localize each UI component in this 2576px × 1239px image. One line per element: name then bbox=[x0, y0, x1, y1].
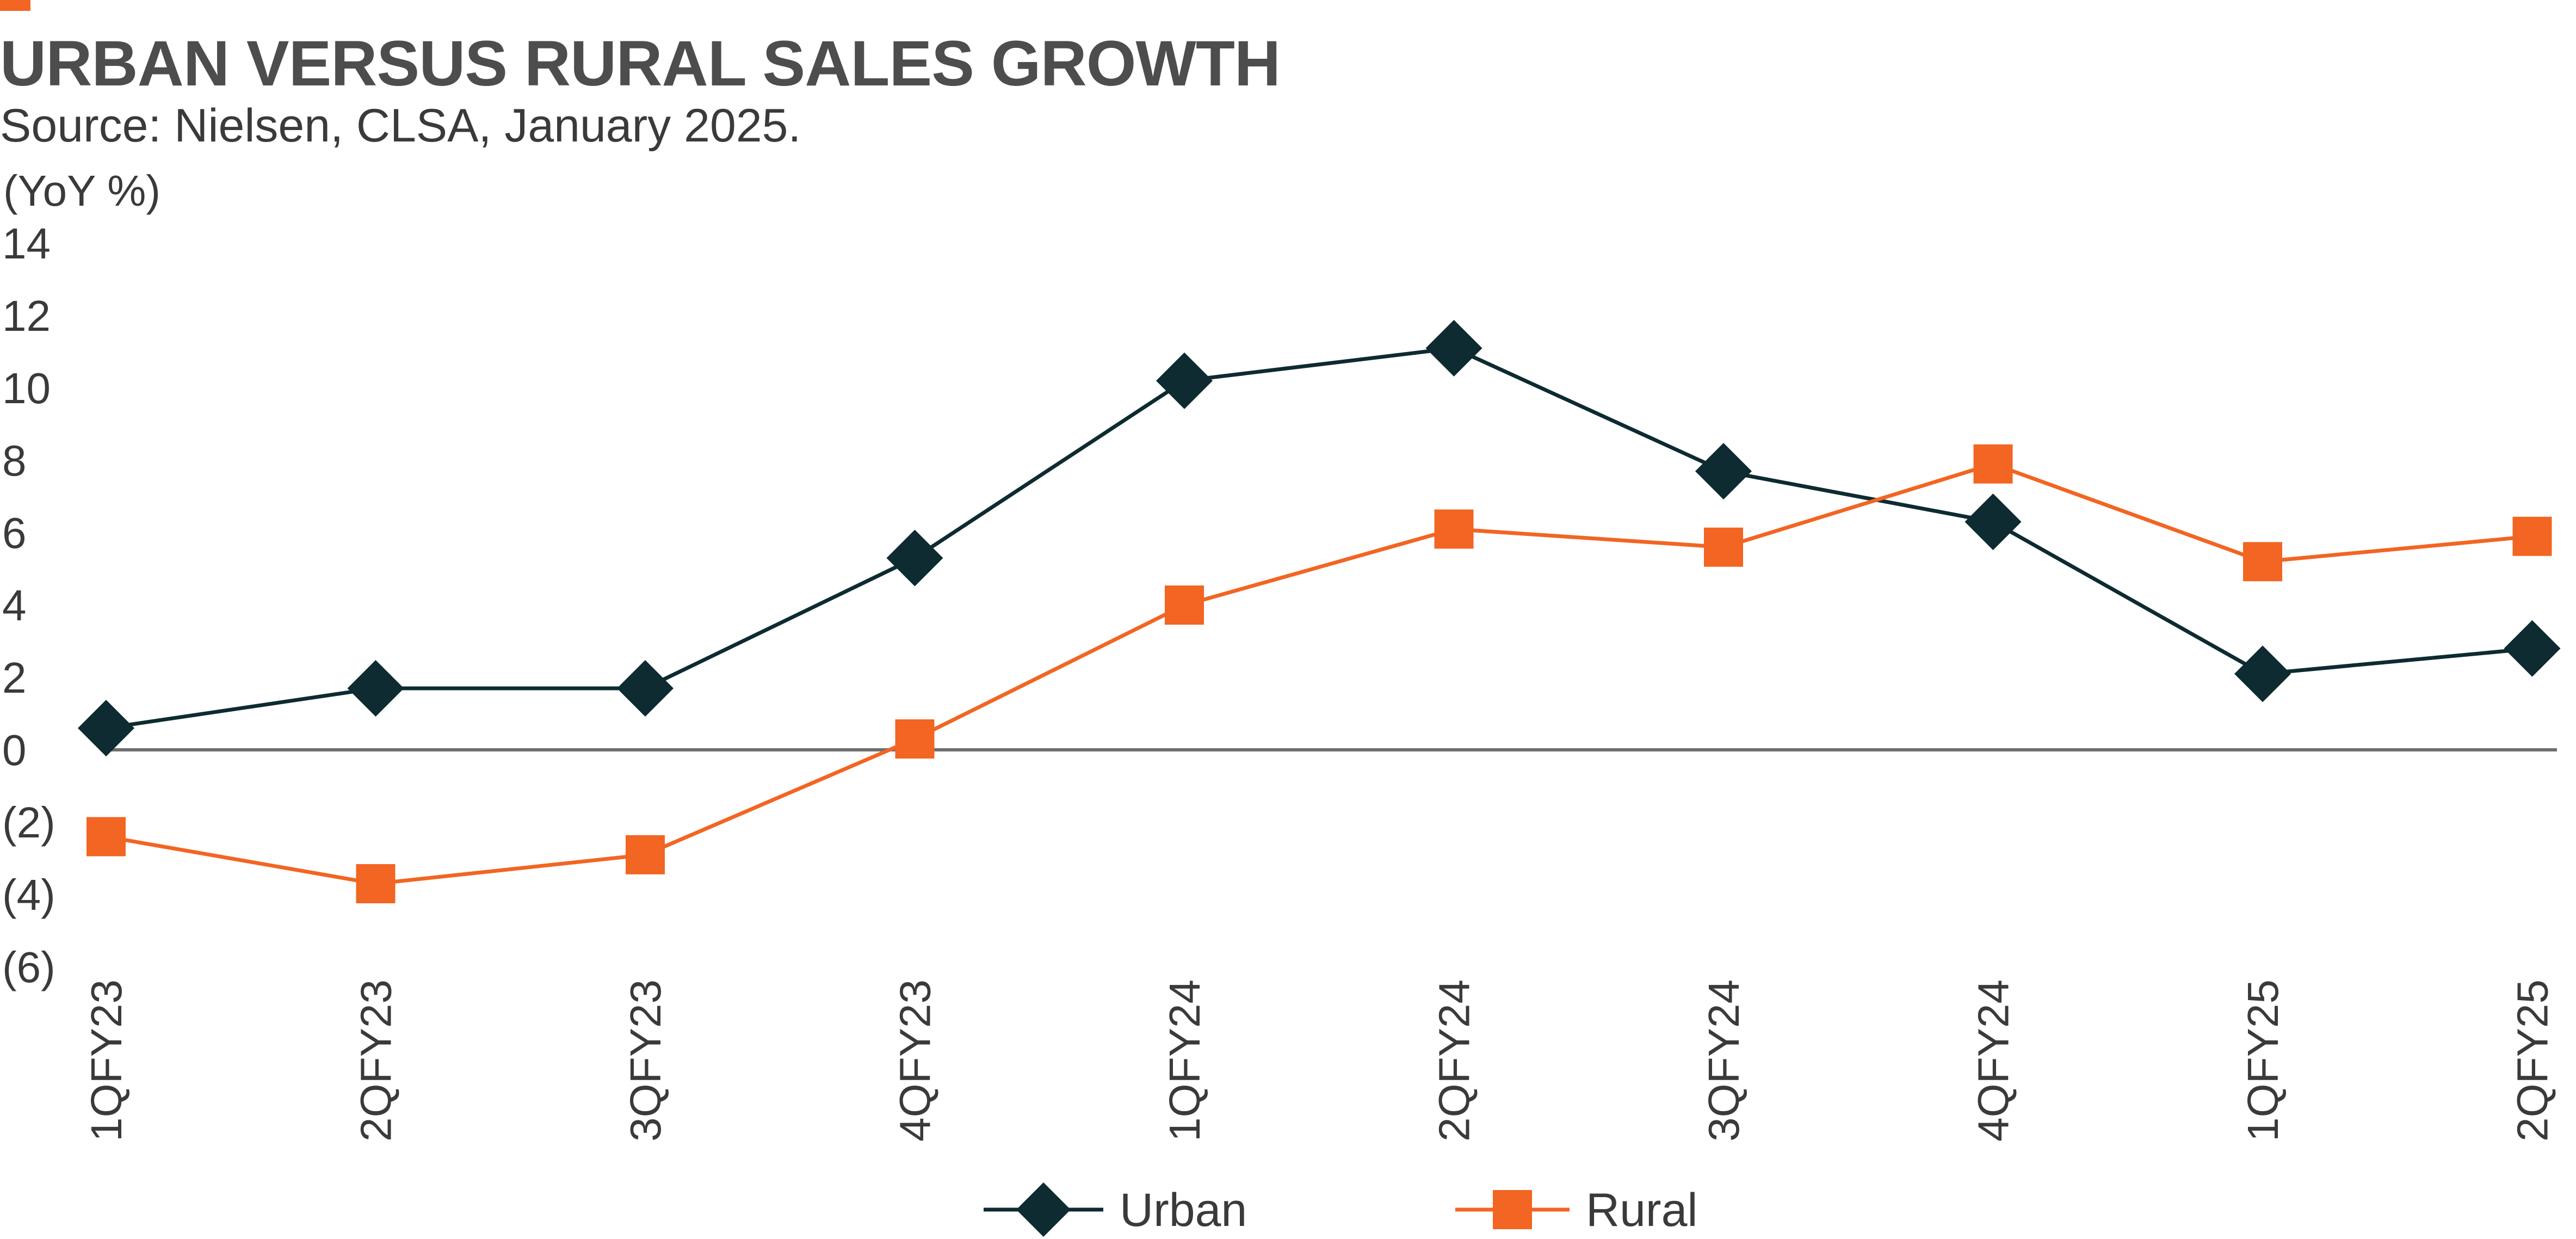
legend-urban-label: Urban bbox=[1120, 1184, 1247, 1236]
rural-point bbox=[2512, 516, 2552, 556]
urban-point bbox=[886, 529, 943, 587]
urban-point bbox=[617, 659, 674, 717]
y-tick-label: 14 bbox=[2, 219, 51, 268]
x-tick-label: 3QFY23 bbox=[621, 979, 670, 1142]
x-tick-label: 2QFY24 bbox=[1430, 979, 1479, 1142]
legend-urban-marker bbox=[1016, 1182, 1071, 1237]
urban-point bbox=[1156, 352, 1213, 409]
y-tick-label: 6 bbox=[2, 509, 27, 557]
urban-point bbox=[1965, 494, 2022, 551]
y-axis-label: (YoY %) bbox=[3, 167, 160, 215]
series-lines bbox=[106, 346, 2532, 886]
y-tick-label: 10 bbox=[2, 364, 51, 412]
y-tick-label: (2) bbox=[2, 798, 55, 847]
legend: Urban Rural bbox=[984, 1182, 1698, 1237]
rural-point bbox=[626, 835, 665, 874]
y-tick-label: (4) bbox=[2, 871, 55, 919]
x-tick-label: 1QFY24 bbox=[1160, 979, 1209, 1142]
x-tick-label: 1QFY23 bbox=[82, 979, 131, 1142]
x-tick-label: 4QFY23 bbox=[891, 979, 940, 1142]
rural-point bbox=[1704, 527, 1743, 567]
y-tick-label: 12 bbox=[2, 292, 51, 340]
rural-point bbox=[87, 817, 126, 856]
rural-point bbox=[895, 719, 935, 759]
rural-point bbox=[2243, 542, 2282, 582]
x-tick-label: 2QFY25 bbox=[2509, 979, 2557, 1142]
chart-subtitle: Source: Nielsen, CLSA, January 2025. bbox=[0, 100, 801, 152]
y-tick-label: (6) bbox=[2, 943, 55, 991]
accent-bar bbox=[0, 0, 30, 11]
urban-point bbox=[1425, 319, 1482, 377]
legend-rural-label: Rural bbox=[1586, 1184, 1698, 1236]
y-tick-label: 4 bbox=[2, 581, 27, 630]
y-tick-label: 8 bbox=[2, 436, 27, 485]
rural-point bbox=[1434, 509, 1474, 549]
urban-point bbox=[2234, 645, 2291, 702]
rural-point bbox=[1165, 585, 1204, 625]
y-tick-label: 0 bbox=[2, 726, 27, 774]
rural-point bbox=[356, 864, 396, 904]
y-tick-label: 2 bbox=[2, 654, 27, 702]
rural-point bbox=[1973, 444, 2013, 484]
urban-point bbox=[2504, 620, 2561, 677]
series-markers bbox=[78, 319, 2561, 904]
urban-point bbox=[347, 659, 404, 717]
legend-rural-marker bbox=[1493, 1190, 1532, 1229]
x-axis-ticks: 1QFY23 2QFY23 3QFY23 4QFY23 1QFY24 2QFY24 3QFY… bbox=[82, 979, 2557, 1142]
chart-title: URBAN VERSUS RURAL SALES GROWTH bbox=[0, 28, 1281, 100]
urban-series-line bbox=[106, 346, 2532, 730]
x-tick-label: 1QFY25 bbox=[2239, 979, 2287, 1142]
x-tick-label: 4QFY24 bbox=[1969, 979, 2018, 1142]
x-tick-label: 3QFY24 bbox=[1700, 979, 1748, 1142]
y-axis-ticks: 14 12 10 8 6 4 2 0 (2) (4) (6) bbox=[2, 219, 55, 991]
rural-series-line bbox=[106, 462, 2532, 886]
x-tick-label: 2QFY23 bbox=[352, 979, 400, 1142]
urban-point bbox=[78, 700, 134, 757]
urban-point bbox=[1695, 442, 1752, 500]
